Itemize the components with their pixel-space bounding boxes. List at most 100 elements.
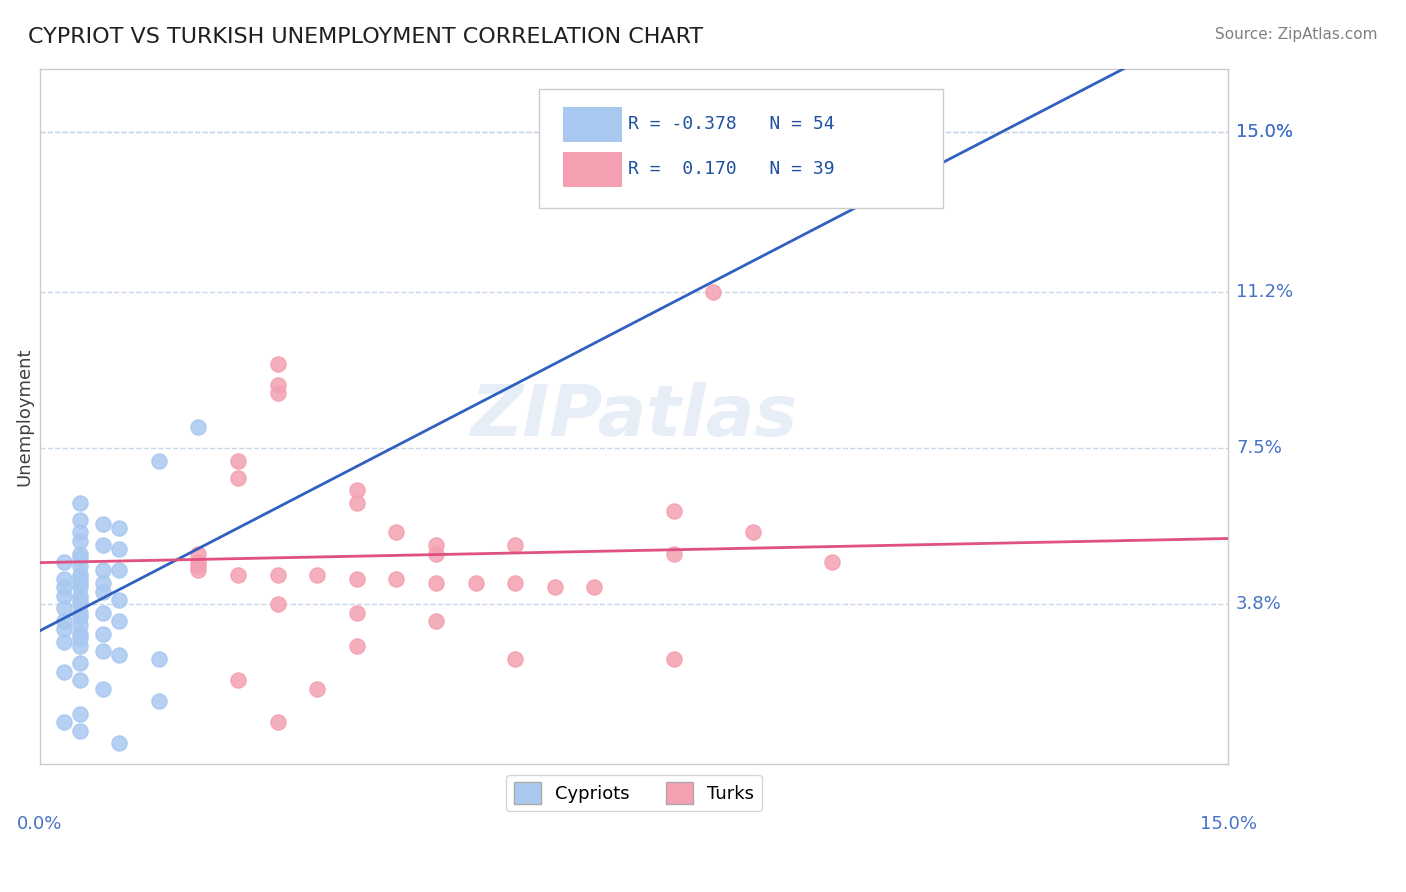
Point — [108, 542, 131, 557]
Legend: Cypriots, Turks: Cypriots, Turks — [506, 774, 762, 811]
Text: CYPRIOT VS TURKISH UNEMPLOYMENT CORRELATION CHART: CYPRIOT VS TURKISH UNEMPLOYMENT CORRELAT… — [28, 27, 703, 46]
Point — [69, 576, 91, 591]
Text: 3.8%: 3.8% — [1236, 595, 1282, 613]
Point — [108, 614, 131, 628]
Point — [148, 652, 170, 666]
Point — [91, 538, 114, 552]
Point — [503, 538, 526, 552]
Point — [69, 580, 91, 594]
Text: R =  0.170   N = 39: R = 0.170 N = 39 — [628, 161, 835, 178]
Point — [108, 648, 131, 662]
FancyBboxPatch shape — [562, 152, 623, 186]
Point — [52, 715, 75, 730]
Text: 11.2%: 11.2% — [1236, 283, 1294, 301]
Point — [662, 547, 685, 561]
Point — [52, 572, 75, 586]
Point — [69, 606, 91, 620]
Point — [52, 623, 75, 637]
Point — [741, 525, 763, 540]
Point — [69, 706, 91, 721]
Point — [69, 657, 91, 671]
Text: Source: ZipAtlas.com: Source: ZipAtlas.com — [1215, 27, 1378, 42]
Point — [187, 555, 209, 569]
Point — [108, 736, 131, 750]
Point — [385, 572, 408, 586]
Point — [346, 483, 368, 498]
Point — [69, 723, 91, 738]
Text: 15.0%: 15.0% — [1236, 123, 1294, 141]
Point — [52, 589, 75, 603]
Point — [544, 580, 567, 594]
Point — [91, 563, 114, 577]
Point — [662, 652, 685, 666]
Point — [91, 626, 114, 640]
Point — [52, 580, 75, 594]
Point — [69, 496, 91, 510]
Point — [503, 576, 526, 591]
Point — [346, 572, 368, 586]
Point — [266, 597, 288, 611]
Point — [425, 614, 447, 628]
Point — [226, 454, 249, 468]
Y-axis label: Unemployment: Unemployment — [15, 347, 32, 486]
Text: 0.0%: 0.0% — [17, 815, 63, 833]
Point — [266, 357, 288, 371]
Point — [148, 454, 170, 468]
Point — [108, 521, 131, 535]
Point — [69, 610, 91, 624]
Text: 15.0%: 15.0% — [1199, 815, 1257, 833]
Point — [52, 665, 75, 679]
Point — [108, 563, 131, 577]
Point — [662, 504, 685, 518]
Point — [69, 559, 91, 574]
Point — [346, 606, 368, 620]
Point — [69, 640, 91, 654]
Point — [266, 377, 288, 392]
Point — [503, 652, 526, 666]
Point — [69, 547, 91, 561]
Point — [69, 673, 91, 687]
FancyBboxPatch shape — [562, 107, 623, 142]
Point — [69, 572, 91, 586]
Point — [91, 643, 114, 657]
Point — [69, 567, 91, 582]
Point — [583, 580, 606, 594]
Text: 15.0%: 15.0% — [1236, 123, 1294, 141]
Point — [52, 635, 75, 649]
Point — [69, 513, 91, 527]
Point — [346, 496, 368, 510]
Point — [91, 606, 114, 620]
Point — [307, 681, 329, 696]
Point — [52, 555, 75, 569]
Point — [346, 640, 368, 654]
Point — [91, 681, 114, 696]
Point — [148, 694, 170, 708]
Point — [69, 593, 91, 607]
Point — [69, 589, 91, 603]
Point — [52, 601, 75, 615]
Point — [266, 567, 288, 582]
Point — [425, 538, 447, 552]
Text: R = -0.378   N = 54: R = -0.378 N = 54 — [628, 115, 835, 133]
Point — [52, 614, 75, 628]
Point — [91, 584, 114, 599]
Point — [69, 550, 91, 565]
Point — [266, 386, 288, 401]
Point — [821, 555, 844, 569]
Text: 7.5%: 7.5% — [1236, 439, 1282, 457]
Point — [69, 618, 91, 632]
Point — [69, 533, 91, 548]
Point — [187, 559, 209, 574]
FancyBboxPatch shape — [538, 89, 943, 208]
Point — [69, 626, 91, 640]
Point — [187, 563, 209, 577]
Point — [91, 516, 114, 531]
Point — [69, 525, 91, 540]
Point — [226, 567, 249, 582]
Point — [187, 547, 209, 561]
Point — [425, 547, 447, 561]
Point — [69, 597, 91, 611]
Point — [187, 420, 209, 434]
Point — [91, 576, 114, 591]
Text: ZIPatlas: ZIPatlas — [471, 382, 797, 451]
